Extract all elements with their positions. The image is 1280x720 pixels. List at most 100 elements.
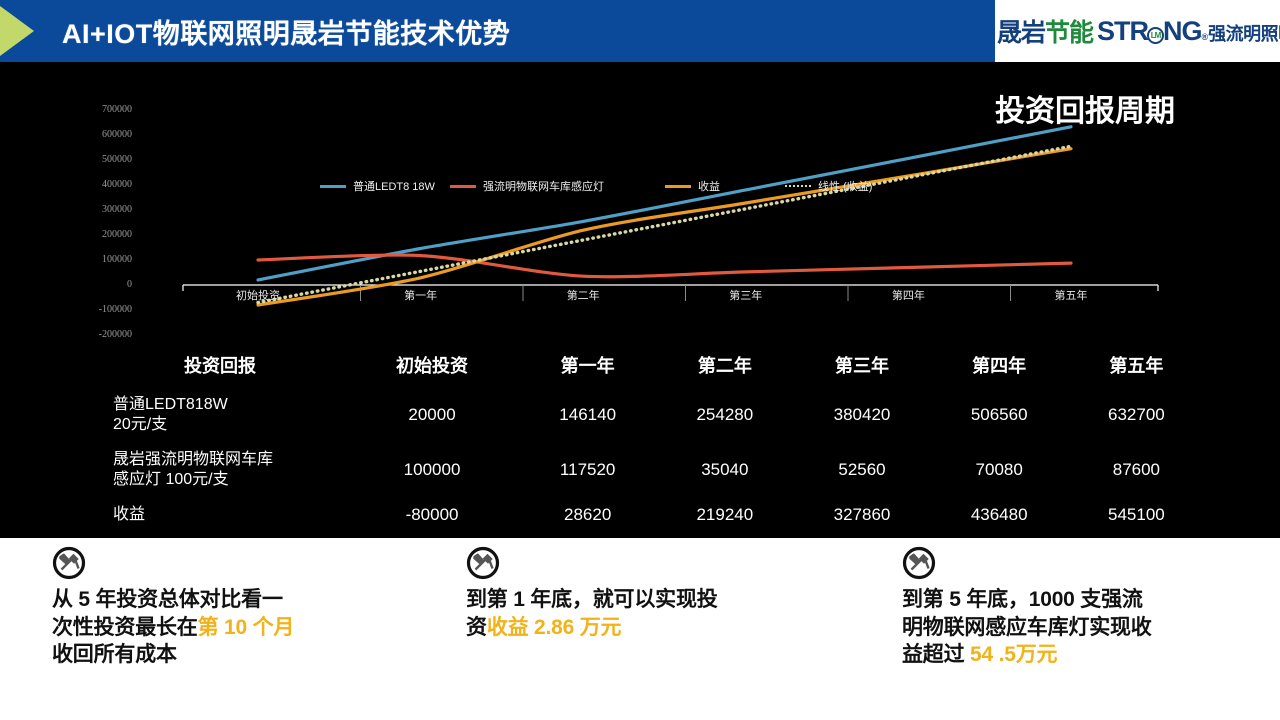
legend-swatch	[320, 184, 346, 188]
note-line-1: 到第 1 年底，就可以实现投	[466, 588, 718, 611]
investment-return-table: 投资回报 初始投资 第一年 第二年 第三年 第四年 第五年 普通LEDT818W 20元/支 2…	[95, 350, 1205, 532]
footer-notes: 从 5 年投资总体对比看一 次性投资最长在第 10 个月 收回所有成本 到第 1 年底…	[0, 538, 1280, 720]
table-column-header: 第五年	[1109, 356, 1164, 376]
x-axis-tick-label: 第三年	[729, 290, 763, 302]
legend-label: 线性 (收益)	[818, 181, 873, 193]
table-cell: 87600	[1112, 460, 1161, 480]
legend-item: 强流明物联网车库感应灯	[450, 178, 604, 194]
note-line-1: 到第 5 年底，1000 支强流	[902, 588, 1143, 611]
x-axis-tick-label: 第五年	[1054, 290, 1088, 302]
note-line-2: 明物联网感应车库灯实现收	[902, 615, 1152, 639]
table-cell: 28620	[564, 505, 612, 525]
series-line	[256, 125, 1073, 282]
footer-note-text: 从 5 年投资总体对比看一 次性投资最长在第 10 个月 收回所有成本	[52, 586, 432, 669]
table-cell: 436480	[970, 505, 1028, 525]
table-column-header: 初始投资	[396, 356, 469, 376]
chart-series	[256, 125, 1073, 307]
table-column-header: 投资回报	[184, 356, 256, 376]
y-axis-tick-label: 600000	[102, 129, 132, 140]
y-axis-tick-label: 200000	[102, 229, 132, 240]
table-column-header: 第三年	[835, 356, 889, 376]
y-axis-tick-label: -100000	[98, 304, 132, 315]
note-line-2: 资收益 2.86 万元	[466, 615, 622, 639]
table-cell: 20000	[408, 405, 456, 425]
legend-swatch	[785, 185, 811, 187]
footer-note: 到第 1 年底，就可以实现投 资收益 2.86 万元	[466, 546, 866, 641]
tools-icon	[466, 546, 500, 580]
note-line-3: 收回所有成本	[52, 643, 177, 667]
tools-icon	[52, 546, 86, 580]
chart-legend: 普通LEDT8 18W 强流明物联网车库感应灯 收益 线性 (收益)	[320, 177, 920, 195]
legend-label: 普通LEDT8 18W	[353, 181, 435, 193]
table-row: 普通LEDT818W 20元/支 20000 146140 254280 380420 50…	[95, 388, 1205, 443]
table-cell: 70080	[975, 460, 1023, 480]
footer-note: 到第 5 年底，1000 支强流 明物联网感应车库灯实现收 益超过 54 .5万元	[902, 546, 1262, 669]
y-axis-tick-label: 100000	[102, 254, 132, 265]
table-cell: 632700	[1108, 405, 1165, 425]
table-row-label: 普通LEDT818W 20元/支	[113, 396, 228, 434]
chart-title: 投资回报周期	[995, 95, 1175, 128]
series-line	[256, 147, 1073, 307]
y-axis-tick-label: 500000	[102, 154, 132, 165]
table-cell: 254280	[696, 405, 754, 425]
table-cell: 146140	[559, 405, 617, 425]
table-cell: 219240	[696, 505, 754, 525]
table-row: 晟岩强流明物联网车库 感应灯 100元/支 100000 117520 35040 525…	[95, 443, 1205, 498]
table-column-header: 第二年	[697, 356, 752, 376]
y-axis-tick-label: 0	[127, 279, 132, 290]
y-axis-tick-label: 400000	[102, 179, 132, 190]
table-cell: 35040	[701, 460, 749, 480]
series-line	[256, 144, 1073, 305]
registered-mark: ®	[1201, 31, 1209, 42]
series-line	[256, 253, 1073, 279]
x-axis-tick-label: 第一年	[404, 290, 438, 302]
legend-item: 收益	[665, 178, 720, 194]
logo-strong-text: STR LM NG	[1097, 15, 1202, 46]
legend-item: 普通LEDT8 18W	[320, 178, 435, 194]
table-cell: 545100	[1108, 505, 1165, 525]
chart-plot-area	[182, 125, 1159, 307]
logo-cn-text: 晟岩节能	[997, 19, 1094, 47]
tools-icon	[902, 546, 936, 580]
x-axis-tick-label: 初始投资	[236, 290, 280, 302]
table-cell: 506560	[970, 405, 1028, 425]
table-cell: 117520	[559, 460, 616, 480]
table-cell: -80000	[405, 505, 459, 525]
investment-return-chart: 普通LEDT8 18W 强流明物联网车库感应灯 收益 线性 (收益) 700000 60…	[0, 62, 1280, 352]
legend-item: 线性 (收益)	[785, 178, 872, 194]
legend-label: 收益	[698, 181, 720, 193]
legend-swatch	[665, 184, 691, 188]
table-body: 普通LEDT818W 20元/支 20000 146140 254280 380420 50…	[95, 388, 1205, 532]
legend-swatch	[450, 184, 476, 188]
note-line-3: 益超过 54 .5万元	[902, 643, 1058, 667]
x-axis-tick-label: 第四年	[891, 290, 925, 302]
table-column-header: 第一年	[560, 356, 615, 376]
y-axis-tick-label: -200000	[98, 329, 132, 340]
note-highlight: 第 10 个月	[197, 615, 295, 639]
table-row-label: 收益	[113, 505, 146, 523]
y-axis-tick-label: 300000	[102, 204, 132, 215]
table-cell: 52560	[838, 460, 886, 480]
table-cell: 380420	[833, 405, 891, 425]
table-header-row: 投资回报 初始投资 第一年 第二年 第三年 第四年 第五年	[95, 350, 1205, 388]
logo-tail-text: 强流明照明	[1208, 23, 1280, 44]
footer-note-text: 到第 5 年底，1000 支强流 明物联网感应车库灯实现收 益超过 54 .5万元	[902, 586, 1262, 669]
lm-badge-icon: LM	[1147, 26, 1165, 44]
note-line-2: 次性投资最长在第 10 个月	[52, 615, 295, 639]
table-row-label: 晟岩强流明物联网车库 感应灯 100元/支	[113, 450, 274, 489]
green-arrow-icon	[0, 6, 34, 56]
table-row: 收益 -80000 28620 219240 327860 436480 545100	[95, 498, 1205, 532]
note-line-1: 从 5 年投资总体对比看一	[52, 588, 283, 611]
footer-note-text: 到第 1 年底，就可以实现投 资收益 2.86 万元	[466, 586, 866, 641]
legend-label: 强流明物联网车库感应灯	[483, 181, 604, 193]
note-highlight: 收益 2.86 万元	[486, 615, 622, 639]
footer-note: 从 5 年投资总体对比看一 次性投资最长在第 10 个月 收回所有成本	[52, 546, 432, 669]
table-cell: 100000	[403, 460, 461, 480]
x-axis-tick-label: 第二年	[566, 290, 600, 302]
dark-content-area	[0, 62, 1280, 538]
table-cell: 327860	[833, 505, 891, 525]
page-title: AI+IOT物联网照明晟岩节能技术优势	[62, 19, 511, 49]
